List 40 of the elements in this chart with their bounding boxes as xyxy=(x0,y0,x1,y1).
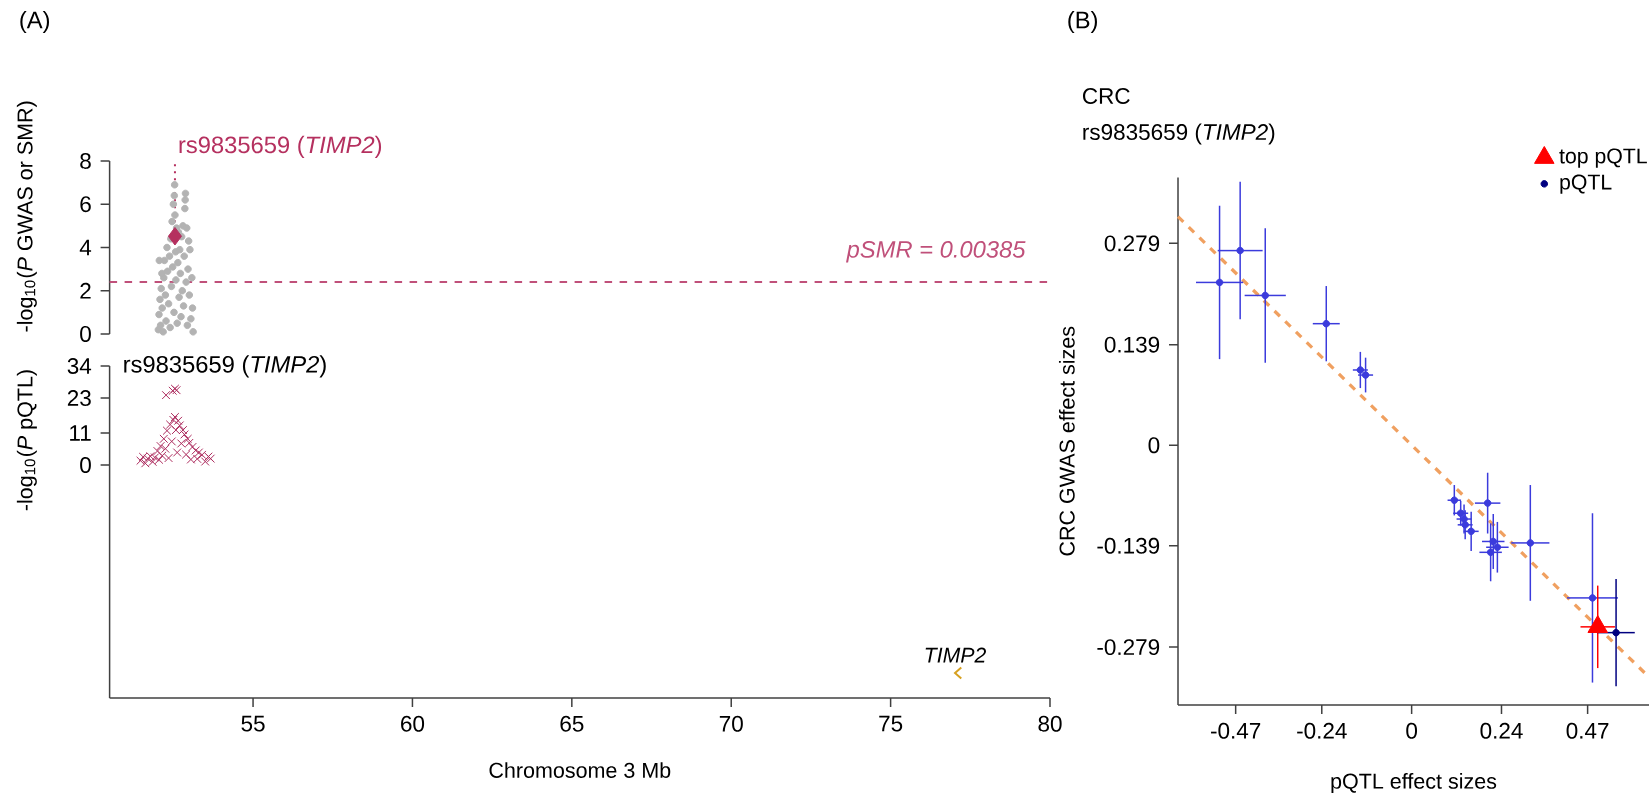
x-tick-label: 0 xyxy=(1406,722,1418,739)
y-tick-label: -0.279 xyxy=(1097,639,1160,656)
chart-subtitle: rs9835659 (TIMP2) xyxy=(1083,123,1275,145)
legend-label: pQTL xyxy=(1560,174,1612,194)
y-axis-title: -log$_{10}$(P pQTL) xyxy=(16,370,37,511)
annotation: pSMR = 0.00385 xyxy=(846,240,1026,263)
x-axis-title: pQTL effect sizes xyxy=(1331,773,1497,794)
x-tick-label: 0.24 xyxy=(1480,722,1523,739)
y-tick-label: 0 xyxy=(80,457,91,474)
y-axis-title: CRC GWAS effect sizes xyxy=(1058,326,1075,556)
x-tick-label: -0.47 xyxy=(1211,722,1261,739)
x-tick-label: 65 xyxy=(560,715,584,732)
y-tick-label: 2 xyxy=(80,282,91,299)
annotation: rs9835659 (TIMP2) xyxy=(179,135,382,158)
chart-title: CRC xyxy=(1082,88,1130,104)
x-tick-label: 0.47 xyxy=(1566,722,1609,739)
x-axis-title: Chromosome 3 Mb xyxy=(489,762,671,778)
y-tick-label: 34 xyxy=(67,358,92,374)
y-tick-label: 6 xyxy=(80,196,91,213)
x-tick-label: 70 xyxy=(719,715,743,732)
y-tick-label: 0.139 xyxy=(1104,336,1160,353)
x-tick-label: 75 xyxy=(879,715,903,732)
x-tick-label: 60 xyxy=(401,715,425,732)
y-tick-label: -0.139 xyxy=(1097,537,1160,554)
annotation: rs9835659 (TIMP2) xyxy=(124,355,326,378)
y-tick-label: 11 xyxy=(70,425,91,441)
y-tick-label: 0 xyxy=(80,326,91,342)
y-axis-title: -log$_{10}$(P GWAS or SMR) xyxy=(16,101,37,332)
legend-label: top pQTL xyxy=(1559,148,1647,168)
y-tick-label: 0 xyxy=(1148,437,1160,454)
annotation: TIMP2 xyxy=(925,647,986,663)
x-tick-label: 80 xyxy=(1038,715,1062,732)
x-tick-label: -0.24 xyxy=(1297,722,1347,739)
x-tick-label: 55 xyxy=(241,715,265,732)
y-tick-label: 4 xyxy=(79,239,92,256)
text: (B) xyxy=(1068,10,1097,34)
y-tick-label: 23 xyxy=(67,390,91,407)
text: (A) xyxy=(20,10,50,34)
y-tick-label: 8 xyxy=(80,153,91,169)
y-tick-label: 0.279 xyxy=(1104,235,1160,252)
